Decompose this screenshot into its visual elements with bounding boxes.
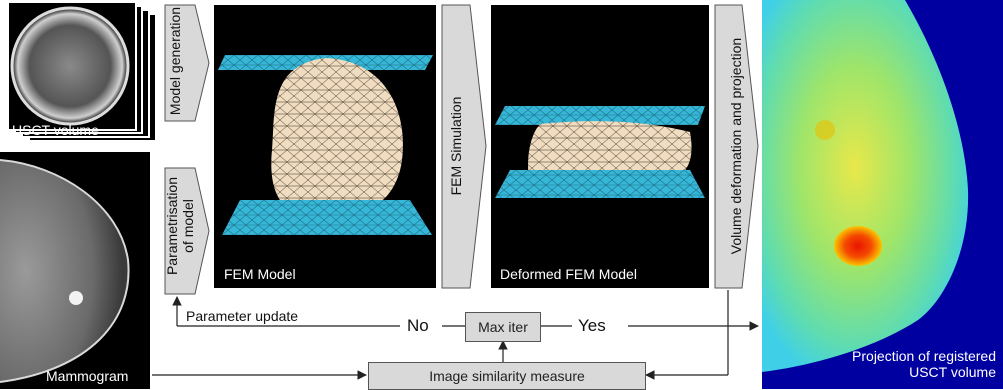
fem-model-label: FEM Model xyxy=(224,266,296,282)
fem-simulation-label: FEM Simulation xyxy=(448,96,464,196)
yes-label: Yes xyxy=(578,316,606,335)
parameter-update-label: Parameter update xyxy=(186,308,299,324)
volume-deformation-arrow xyxy=(714,4,759,289)
mammogram-image xyxy=(0,152,150,389)
projection-caption-line2: USCT volume xyxy=(909,364,996,380)
parametrisation-label: Parametrisation of model xyxy=(164,176,196,276)
mammogram-label: Mammogram xyxy=(46,368,129,384)
fem-simulation-arrow xyxy=(441,4,487,289)
deformed-fem-model-image xyxy=(491,5,709,288)
fem-model-image xyxy=(214,5,436,288)
max-iter-box: Max iter xyxy=(465,312,541,342)
projection-caption-line1: Projection of registered xyxy=(852,348,996,364)
model-generation-label: Model generation xyxy=(167,6,183,116)
no-label: No xyxy=(407,316,429,335)
model-generation-arrow xyxy=(164,4,210,122)
image-similarity-box: Image similarity measure xyxy=(368,362,646,390)
usct-volume-stack xyxy=(7,1,157,142)
projection-heatmap-image xyxy=(762,0,1003,389)
projection-caption: Projection of registered USCT volume xyxy=(826,348,996,380)
usct-volume-label: USCT volume xyxy=(12,122,99,138)
flow-connectors xyxy=(152,290,759,380)
deformed-fem-model-label: Deformed FEM Model xyxy=(500,266,637,282)
volume-deformation-label: Volume deformation and projection xyxy=(728,37,744,255)
parametrisation-arrow xyxy=(164,167,210,295)
